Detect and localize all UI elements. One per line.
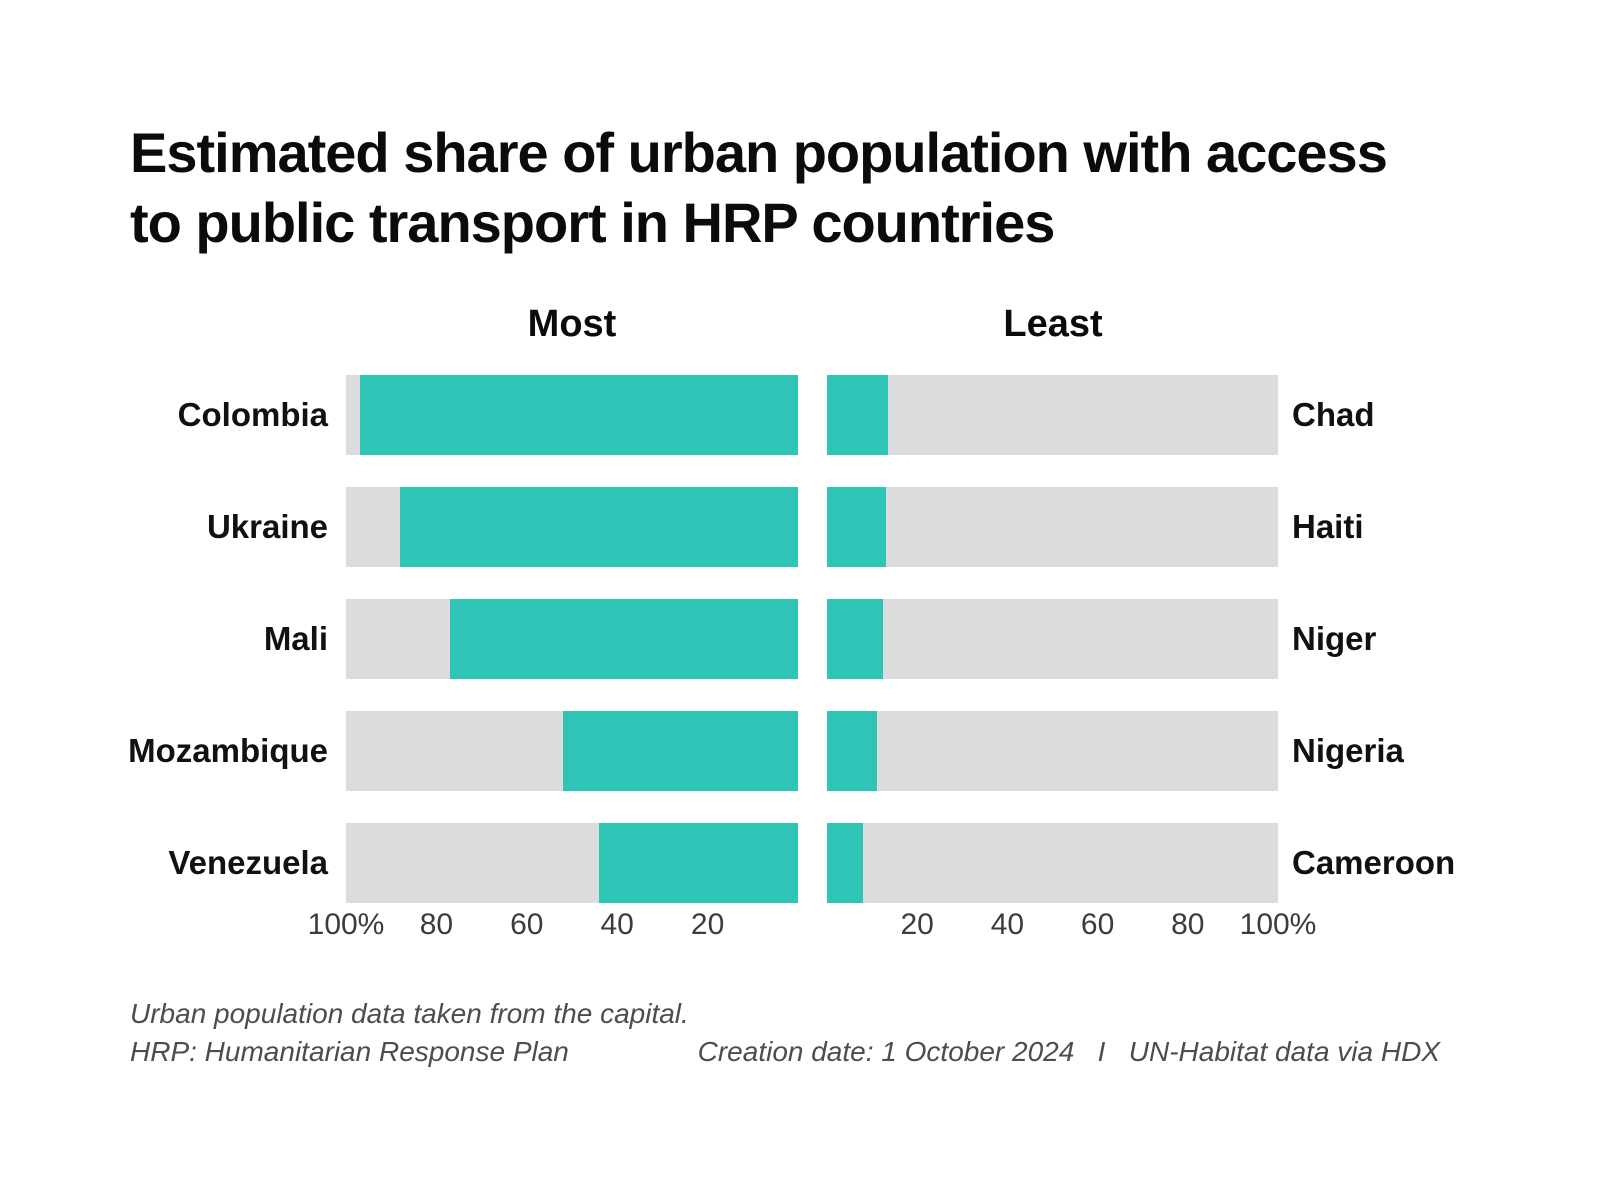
country-label-mali: Mali <box>263 620 328 657</box>
axis-tick-least-40: 40 <box>990 908 1025 941</box>
panel-header-least: Least <box>1003 303 1103 345</box>
bar-fill-venezuela <box>599 823 798 903</box>
bar-fill-chad <box>827 375 888 455</box>
country-label-chad: Chad <box>1292 396 1375 433</box>
chart-title: Estimated share of urban population with… <box>130 118 1388 258</box>
axis-tick-least-80: 80 <box>1171 908 1205 941</box>
credit-line: Creation date: 1 October 2024 I UN-Habit… <box>697 1036 1440 1067</box>
axis-tick-most-60: 60 <box>510 908 544 941</box>
bar-fill-mozambique <box>563 711 798 791</box>
bar-fill-mali <box>450 599 798 679</box>
axis-tick-most-80: 80 <box>419 908 454 941</box>
footnote-line1: Urban population data taken from the cap… <box>130 998 689 1029</box>
country-label-mozambique: Mozambique <box>128 732 328 769</box>
footnote: Urban population data taken from the cap… <box>130 995 689 1071</box>
bar-track-mali <box>346 599 798 679</box>
bar-track-colombia <box>346 375 798 455</box>
bar-track-niger <box>827 599 1278 679</box>
bar-fill-ukraine <box>400 487 798 567</box>
panel-header-most: Most <box>527 303 617 345</box>
axis-tick-least-100: 100% <box>1239 908 1317 941</box>
axis-tick-least-60: 60 <box>1080 908 1115 941</box>
country-label-ukraine: Ukraine <box>206 508 328 545</box>
bar-track-ukraine <box>346 487 798 567</box>
bar-fill-haiti <box>827 487 886 567</box>
axis-tick-least-20: 20 <box>900 908 934 941</box>
country-label-colombia: Colombia <box>177 396 328 433</box>
axis-tick-most-20: 20 <box>690 908 725 941</box>
bar-track-haiti <box>827 487 1278 567</box>
country-label-cameroon: Cameroon <box>1292 844 1456 881</box>
country-label-venezuela: Venezuela <box>168 844 328 881</box>
bar-track-venezuela <box>346 823 798 903</box>
bar-fill-cameroon <box>827 823 864 903</box>
country-label-haiti: Haiti <box>1292 508 1364 545</box>
bar-fill-niger <box>827 599 884 679</box>
bar-fill-colombia <box>359 375 798 455</box>
bar-track-cameroon <box>827 823 1278 903</box>
bar-track-nigeria <box>827 711 1278 791</box>
chart-title-line1: Estimated share of urban population with… <box>130 121 1388 184</box>
chart-title-line2: to public transport in HRP countries <box>130 191 1055 254</box>
bar-track-chad <box>827 375 1278 455</box>
footnote-line2: HRP: Humanitarian Response Plan <box>130 1036 569 1067</box>
axis-tick-most-40: 40 <box>600 908 634 941</box>
axis-tick-most-100: 100% <box>307 908 385 941</box>
bar-track-mozambique <box>346 711 798 791</box>
bar-fill-nigeria <box>827 711 877 791</box>
country-label-nigeria: Nigeria <box>1292 732 1404 769</box>
country-label-niger: Niger <box>1292 620 1377 657</box>
